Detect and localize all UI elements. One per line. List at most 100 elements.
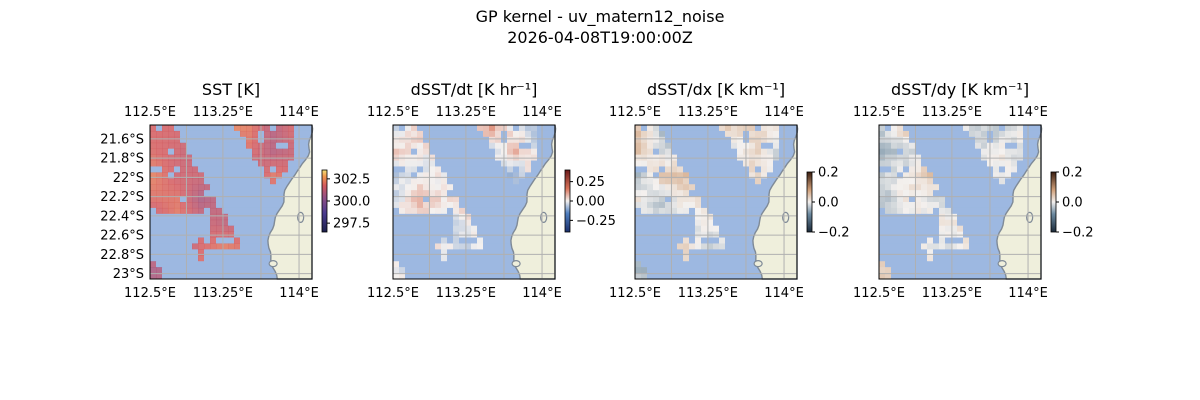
heatmap-cell [915, 172, 922, 179]
heatmap-cell [234, 130, 241, 138]
heatmap-cell [453, 166, 460, 173]
heatmap-cell [665, 142, 672, 150]
heatmap-cell [635, 196, 642, 203]
heatmap-cell [981, 225, 988, 233]
heatmap-cell [945, 148, 952, 156]
heatmap-cell [519, 130, 526, 138]
heatmap-cell [695, 148, 702, 156]
heatmap-cell [689, 237, 696, 244]
heatmap-cell [198, 160, 205, 167]
heatmap-cell [731, 202, 738, 209]
heatmap-cell [423, 255, 430, 262]
heatmap-cell [393, 213, 400, 221]
heatmap-cell [707, 225, 714, 233]
heatmap-cell [411, 184, 418, 191]
heatmap-cell [659, 148, 666, 156]
heatmap-cell [240, 237, 247, 244]
heatmap-cell [731, 237, 738, 244]
heatmap-cell [957, 178, 964, 185]
heatmap-cell [665, 196, 672, 203]
heatmap-cell [180, 166, 187, 173]
heatmap-cell [921, 130, 928, 138]
heatmap-cell [927, 249, 934, 256]
heatmap-cell [192, 148, 199, 156]
heatmap-cell [240, 172, 247, 179]
heatmap-cell [885, 202, 892, 209]
heatmap-cell [933, 249, 940, 256]
heatmap-cell [198, 148, 205, 156]
heatmap-cell [993, 196, 1000, 203]
heatmap-cell [939, 190, 946, 197]
heatmap-cell [192, 190, 199, 197]
heatmap-cell [429, 184, 436, 191]
heatmap-cell [216, 130, 223, 138]
heatmap-cell [240, 184, 247, 191]
heatmap-cell [222, 142, 229, 150]
heatmap-cell [725, 261, 732, 268]
heatmap-cell [459, 225, 466, 233]
heatmap-cell [198, 172, 205, 179]
heatmap-cell [399, 255, 406, 262]
heatmap-cell [665, 202, 672, 209]
heatmap-cell [435, 255, 442, 262]
heatmap-cell [939, 213, 946, 221]
heatmap-cell [411, 172, 418, 179]
heatmap-cell [252, 184, 259, 191]
heatmap-cell [659, 273, 666, 280]
heatmap-cell [393, 202, 400, 209]
heatmap-cell [915, 196, 922, 203]
heatmap-cell [707, 249, 714, 256]
heatmap-cell [453, 207, 460, 215]
heatmap-cell [282, 178, 289, 185]
heatmap-cell [216, 178, 223, 185]
heatmap-cell [701, 190, 708, 197]
heatmap-cell [186, 184, 193, 191]
heatmap-cell [192, 130, 199, 138]
heatmap-cell [525, 142, 532, 150]
heatmap-cell [981, 207, 988, 215]
heatmap-cell [156, 261, 163, 268]
heatmap-cell [264, 273, 271, 280]
heatmap-cell [647, 255, 654, 262]
heatmap-cell [635, 190, 642, 197]
heatmap-cell [489, 196, 496, 203]
heatmap-cell [519, 142, 526, 150]
heatmap-cell [447, 207, 454, 215]
heatmap-cell [186, 130, 193, 138]
heatmap-cell [393, 261, 400, 268]
heatmap-cell [435, 136, 442, 144]
heatmap-cell [671, 172, 678, 179]
heatmap-cell [993, 225, 1000, 233]
heatmap-cell [945, 249, 952, 256]
heatmap-cell [150, 255, 157, 262]
heatmap-cell [999, 166, 1006, 173]
heatmap-cell [915, 184, 922, 191]
heatmap-cell [276, 178, 283, 185]
heatmap-cell [963, 172, 970, 179]
heatmap-cell [963, 130, 970, 138]
y-tick-label: 22.4°S [100, 209, 144, 224]
heatmap-cell [222, 136, 229, 144]
heatmap-cell [513, 207, 520, 215]
heatmap-cell [204, 207, 211, 215]
heatmap-cell [435, 261, 442, 268]
heatmap-cell [779, 125, 786, 132]
heatmap-cell [429, 261, 436, 268]
heatmap-cell [1011, 166, 1018, 173]
heatmap-cell [210, 202, 217, 209]
heatmap-cell [933, 148, 940, 156]
heatmap-cell [767, 166, 774, 173]
heatmap-cell [993, 130, 1000, 138]
heatmap-cell [168, 225, 175, 233]
heatmap-cell [1017, 130, 1024, 138]
heatmap-cell [282, 130, 289, 138]
heatmap-cell [993, 219, 1000, 227]
heatmap-cell [879, 196, 886, 203]
heatmap-cell [156, 136, 163, 144]
heatmap-cell [156, 243, 163, 250]
heatmap-cell [921, 261, 928, 268]
heatmap-cell [785, 148, 792, 156]
heatmap-cell [150, 184, 157, 191]
heatmap-cell [635, 261, 642, 268]
x-tick-label-bottom: 114°E [1008, 286, 1048, 301]
